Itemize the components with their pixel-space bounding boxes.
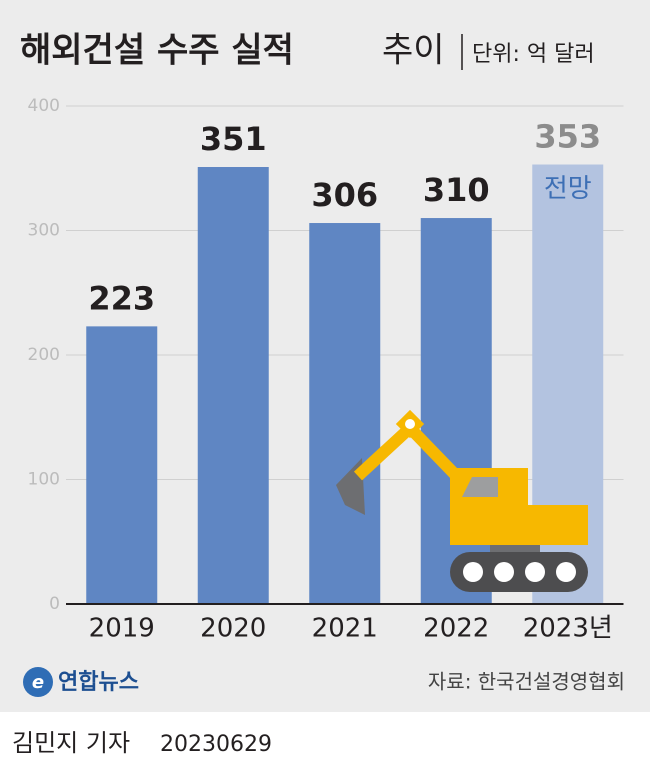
byline: 김민지 기자: [12, 729, 130, 757]
bar: [420, 218, 492, 605]
x-tick-label: 2020: [200, 614, 266, 644]
logo: e: [23, 667, 53, 697]
y-tick-label: 100: [28, 470, 60, 490]
y-tick-label: 0: [49, 594, 60, 614]
value-label: 351: [200, 120, 267, 158]
excavator-illustration: [336, 409, 588, 592]
x-tick-label: 2022: [423, 614, 489, 644]
footer-background: [0, 712, 650, 772]
unit-label: 단위: 억 달러: [472, 42, 595, 67]
y-tick-label: 400: [28, 96, 60, 116]
annotation: 전망: [544, 174, 592, 204]
value-label: 223: [88, 279, 155, 317]
chart-title: 해외건설 수주 실적: [20, 31, 294, 71]
value-label: 310: [423, 171, 490, 209]
bar: [309, 223, 381, 604]
x-tick-label: 2021: [312, 614, 378, 644]
svg-text:e: e: [32, 672, 44, 693]
logo-text: 연합뉴스: [58, 669, 139, 695]
title-suffix: 추이: [382, 31, 445, 71]
value-label: 353: [534, 118, 601, 156]
x-tick-label: 2019: [89, 614, 155, 644]
x-tick-label: 2023년: [523, 614, 613, 644]
date: 20230629: [160, 732, 272, 757]
source: 자료: 한국건설경영협회: [428, 670, 625, 694]
bar: [86, 326, 158, 604]
value-label: 306: [311, 176, 378, 214]
y-tick-label: 300: [28, 221, 60, 241]
plot-area: 0 100 200 300 400 223 2019 351 2020 306 2021 310 202…: [28, 96, 624, 644]
y-tick-label: 200: [28, 345, 60, 365]
bar: [197, 167, 269, 604]
